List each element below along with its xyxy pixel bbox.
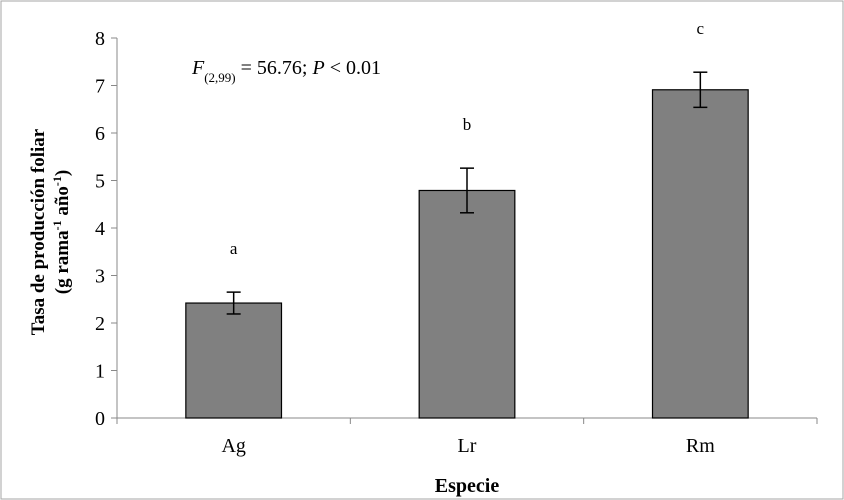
significance-letter-b: b: [463, 115, 472, 134]
significance-letter-a: a: [230, 239, 238, 258]
stat-p-value: < 0.01: [325, 57, 381, 79]
y-axis-title-line1: Tasa de producción foliar: [28, 128, 49, 335]
ylabel-part-3: ): [52, 170, 73, 176]
y-tick-label: 7: [95, 76, 105, 98]
y-tick-label: 6: [95, 123, 105, 145]
significance-letters: a b c: [230, 19, 705, 258]
stat-f: F: [191, 57, 205, 79]
error-bars: [226, 71, 708, 315]
stat-annotation: F(2,99) = 56.76; P < 0.01: [191, 57, 381, 85]
stat-df: (2,99): [204, 70, 235, 85]
y-axis-title-line2: (g rama-1 año-1): [50, 170, 73, 295]
bars: [185, 89, 749, 419]
y-axis: 0 1 2 3 4 5 6 7 8: [95, 28, 118, 430]
y-tick-label: 8: [95, 28, 105, 50]
y-tick-label: 4: [95, 218, 105, 240]
significance-letter-c: c: [697, 19, 705, 38]
ylabel-part-2: año: [52, 186, 73, 220]
ylabel-sup-1: -1: [50, 220, 64, 230]
y-tick-label: 5: [95, 171, 105, 193]
y-tick-label: 1: [95, 361, 105, 383]
y-tick-label: 3: [95, 266, 105, 288]
bar-lr: [418, 189, 516, 419]
x-tick-label: Rm: [686, 435, 715, 457]
x-axis-title: Especie: [435, 475, 500, 497]
stat-value: = 56.76;: [236, 57, 313, 79]
ylabel-sup-2: -1: [50, 176, 64, 186]
stat-p: P: [311, 57, 324, 79]
ylabel-part-1: (g rama: [52, 230, 73, 294]
x-tick-label: Ag: [221, 435, 245, 457]
x-tick-label: Lr: [458, 435, 477, 457]
y-tick-label: 2: [95, 313, 105, 335]
bar-rm: [651, 89, 749, 419]
bar-ag: [185, 302, 283, 419]
y-tick-label: 0: [95, 408, 105, 430]
